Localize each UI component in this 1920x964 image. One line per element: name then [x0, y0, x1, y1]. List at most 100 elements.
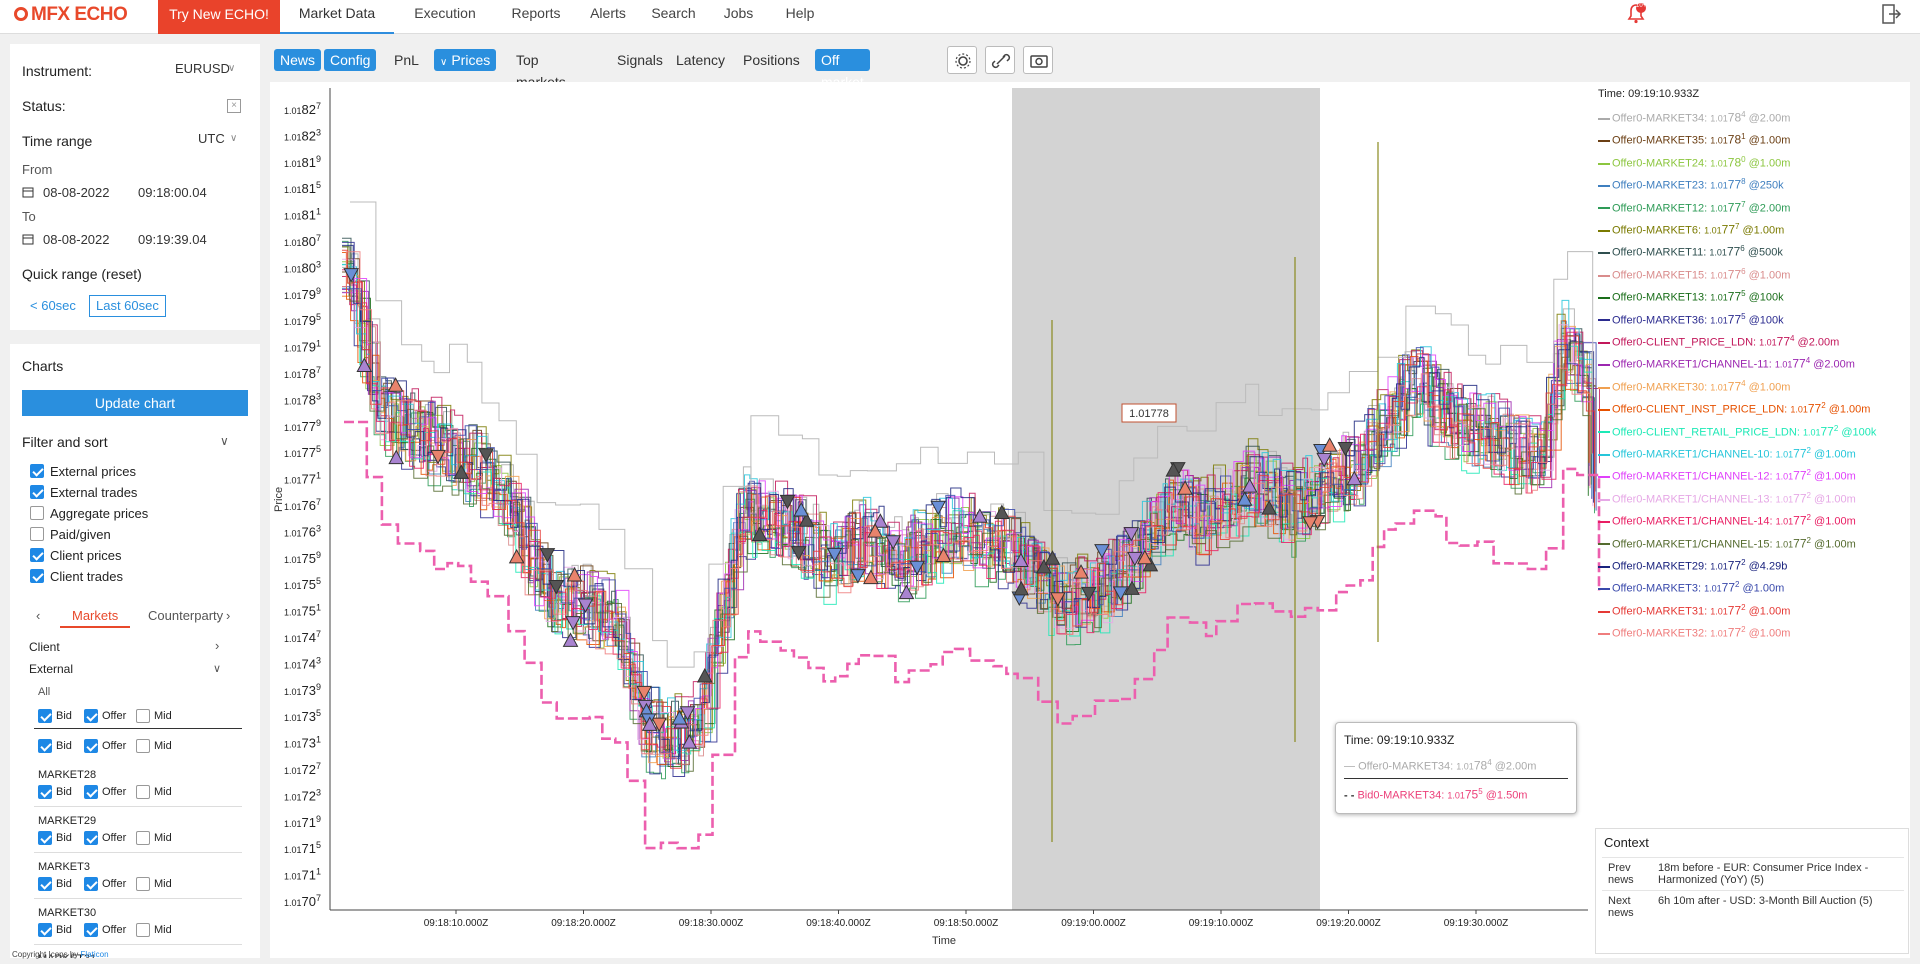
price-chart[interactable]: 1.01827 1.01823 1.01819 1.01815 1.01811 1.018… [270, 82, 1910, 958]
legend-item[interactable]: Offer0-MARKET1/CHANNEL-12: 1.01772 @1.00… [1598, 468, 1856, 483]
legend-item[interactable]: Offer0-MARKET13: 1.01775 @100k [1598, 289, 1784, 304]
legend-item[interactable]: Offer0-MARKET23: 1.01778 @250k [1598, 177, 1784, 192]
to-calendar-icon[interactable] [22, 233, 34, 245]
market-2-mid-checkbox[interactable] [136, 877, 150, 891]
market-default-bid-checkbox[interactable] [38, 739, 52, 753]
trade-up-triangle[interactable] [1124, 580, 1140, 595]
legend-item[interactable]: Offer0-MARKET36: 1.01775 @100k [1598, 312, 1784, 326]
price-chart-svg[interactable]: 1.01827 1.01823 1.01819 1.01815 1.01811 1.018… [270, 82, 1910, 958]
notification-bell-icon[interactable]: 10+ [1624, 2, 1648, 29]
trade-down-triangle[interactable] [679, 706, 696, 721]
toolbar-signals-button[interactable]: Signals [617, 52, 663, 68]
filter-checkbox-3[interactable] [30, 527, 44, 541]
toolbar-pnl-button[interactable]: PnL [394, 52, 419, 68]
trade-up-triangle[interactable] [1136, 549, 1153, 565]
filter-sort-chevron-down-icon[interactable]: ∨ [220, 434, 229, 448]
last-60sec-button[interactable]: Last 60sec [89, 295, 166, 317]
trade-up-triangle[interactable] [872, 513, 889, 528]
market-0-offer-checkbox[interactable] [84, 785, 98, 799]
toolbar-positions-button[interactable]: Positions [743, 52, 800, 68]
trade-down-triangle[interactable] [1316, 452, 1332, 468]
market-1-bid-checkbox[interactable] [38, 831, 52, 845]
next-news-value[interactable]: 6h 10m after - USD: 3-Month Bill Auction… [1652, 890, 1904, 923]
tabs-prev-chevron-icon[interactable]: ‹ [36, 608, 41, 623]
from-date-field[interactable]: 08-08-2022 [43, 185, 110, 200]
trade-up-triangle[interactable] [1261, 500, 1277, 515]
try-new-echo-button[interactable]: Try New ECHO! [158, 0, 280, 34]
market-0-mid-checkbox[interactable] [136, 785, 150, 799]
legend-item[interactable]: Offer0-MARKET12: 1.01777 @2.00m [1598, 200, 1790, 214]
market-default-offer-checkbox[interactable] [84, 739, 98, 753]
trade-down-triangle[interactable] [651, 717, 668, 733]
trade-up-triangle[interactable] [867, 523, 883, 538]
trade-down-triangle[interactable] [1112, 586, 1129, 601]
trade-down-triangle[interactable] [577, 598, 594, 614]
market-1-offer-checkbox[interactable] [84, 831, 98, 845]
status-clear-icon[interactable]: × [227, 99, 241, 113]
trade-up-triangle[interactable] [793, 501, 810, 517]
nav-tab-5[interactable]: Jobs [723, 5, 754, 21]
trade-down-triangle[interactable] [826, 547, 843, 563]
legend-item[interactable]: Offer0-CLIENT_PRICE_LDN: 1.01774 @2.00m [1598, 334, 1839, 349]
trade-up-triangle[interactable] [388, 449, 405, 465]
trade-up-triangle[interactable] [1236, 491, 1253, 506]
trade-up-triangle[interactable] [1044, 550, 1061, 565]
trade-up-triangle[interactable] [453, 464, 470, 479]
trade-up-triangle[interactable] [671, 710, 688, 725]
trade-up-triangle[interactable] [1013, 552, 1029, 568]
legend-item[interactable]: Offer0-MARKET15: 1.01776 @1.00m [1598, 267, 1790, 281]
instrument-select[interactable]: EURUSD [175, 61, 230, 76]
timezone-select[interactable]: UTC [198, 131, 225, 146]
trade-up-triangle[interactable] [566, 566, 583, 582]
legend-item[interactable]: Offer0-CLIENT_RETAIL_PRICE_LDN: 1.01772 … [1598, 424, 1876, 438]
trade-down-triangle[interactable] [636, 685, 652, 701]
from-time-field[interactable]: 09:18:00.04 [138, 185, 207, 200]
market-3-offer-checkbox[interactable] [84, 923, 98, 937]
trade-up-triangle[interactable] [1321, 437, 1338, 452]
trade-up-triangle[interactable] [387, 377, 404, 392]
trade-down-triangle[interactable] [779, 494, 796, 510]
to-date-field[interactable]: 08-08-2022 [43, 232, 110, 247]
toolbar-prices-button[interactable]: ∨ Prices [434, 49, 497, 71]
nav-tab-2[interactable]: Reports [511, 5, 561, 21]
legend-item[interactable]: Offer0-MARKET29: 1.01772 @4.29b [1598, 558, 1787, 573]
market-3-bid-checkbox[interactable] [38, 923, 52, 937]
filter-checkbox-4[interactable] [30, 548, 44, 562]
trade-down-triangle[interactable] [1049, 592, 1066, 607]
trade-down-triangle[interactable] [1123, 527, 1140, 542]
trade-down-triangle[interactable] [930, 500, 947, 516]
legend-item[interactable]: Offer0-MARKET1/CHANNEL-11: 1.01774 @2.00… [1598, 356, 1855, 371]
legend-item[interactable]: Offer0-CLIENT_INST_PRICE_LDN: 1.01772 @1… [1598, 401, 1870, 416]
trade-up-triangle[interactable] [798, 512, 815, 527]
legend-item[interactable]: Offer0-MARKET1/CHANNEL-13: 1.01772 @1.00… [1598, 491, 1856, 505]
legend-item[interactable]: Offer0-MARKET1/CHANNEL-15: 1.01772 @1.00… [1598, 536, 1856, 550]
legend-item[interactable]: Offer0-MARKET31: 1.01772 @1.00m [1598, 603, 1790, 617]
legend-item[interactable]: Offer0-MARKET11: 1.01776 @500k [1598, 244, 1783, 259]
trade-down-triangle[interactable] [909, 560, 925, 576]
trade-up-triangle[interactable] [971, 508, 988, 523]
prev-60sec-button[interactable]: < 60sec [30, 298, 76, 313]
legend-item[interactable]: Offer0-MARKET1/CHANNEL-10: 1.01772 @1.00… [1598, 446, 1856, 461]
external-group-label[interactable]: External [29, 662, 74, 676]
instrument-chevron-down-icon[interactable]: ∨ [228, 63, 236, 74]
market-0-bid-checkbox[interactable] [38, 785, 52, 799]
external-chevron-down-icon[interactable]: ∨ [213, 663, 222, 675]
trade-up-triangle[interactable] [994, 504, 1010, 520]
toolbar-off-market-trades-button[interactable]: Off market trades [815, 49, 870, 112]
nav-tab-0[interactable]: Market Data [280, 0, 394, 34]
app-logo[interactable]: MFX ECHO [14, 4, 128, 26]
flaticon-link[interactable]: Flaticon [80, 950, 109, 959]
legend-item[interactable]: Offer0-MARKET24: 1.01780 @1.00m [1598, 155, 1790, 169]
trade-up-triangle[interactable] [1013, 580, 1030, 596]
market-all-offer-checkbox[interactable] [84, 709, 98, 723]
filter-sort-label[interactable]: Filter and sort [22, 434, 108, 450]
market-2-bid-checkbox[interactable] [38, 877, 52, 891]
quick-range-label[interactable]: Quick range (reset) [22, 266, 142, 282]
to-time-field[interactable]: 09:19:39.04 [138, 232, 207, 247]
camera-icon[interactable] [1023, 46, 1053, 74]
trade-down-triangle[interactable] [565, 616, 581, 631]
trade-down-triangle[interactable] [885, 535, 902, 550]
nav-tab-6[interactable]: Help [785, 5, 815, 21]
trade-up-triangle[interactable] [898, 584, 915, 600]
market-2-offer-checkbox[interactable] [84, 877, 98, 891]
